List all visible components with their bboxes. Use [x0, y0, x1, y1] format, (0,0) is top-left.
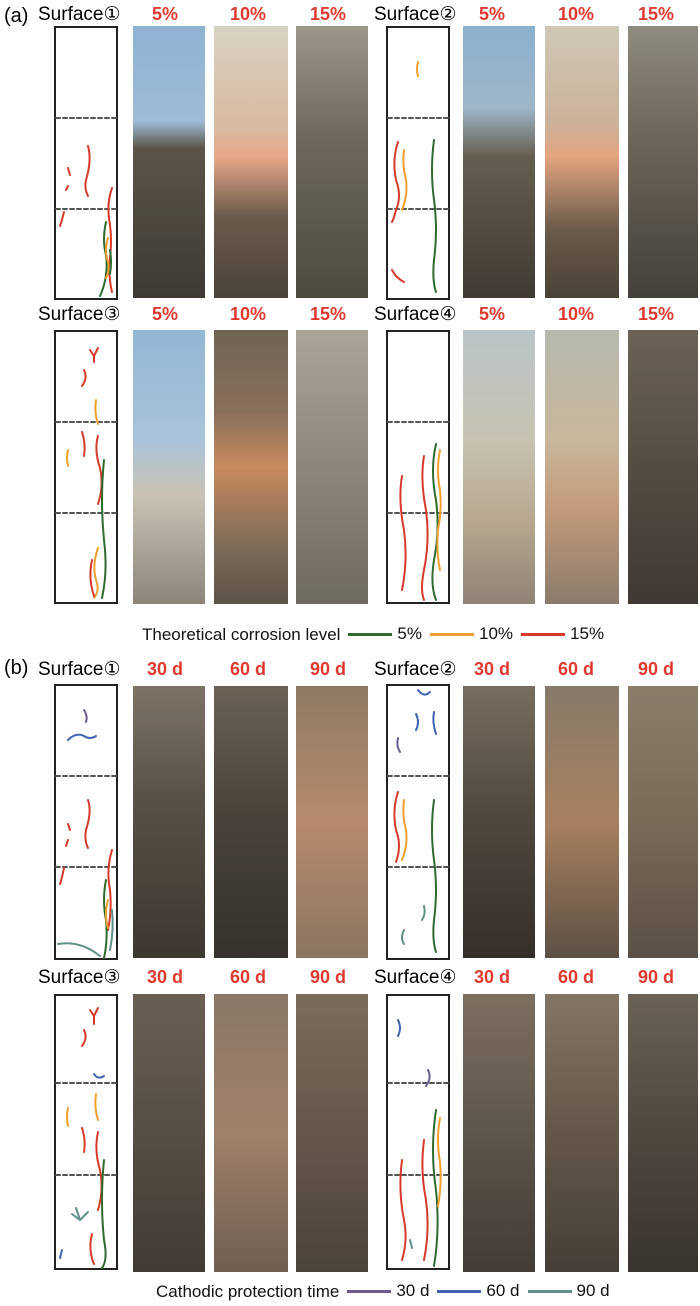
surface-2-title: Surface②	[374, 659, 457, 680]
column-label: 30 d	[146, 967, 184, 987]
specimen-photo	[133, 994, 205, 1272]
column-label: 60 d	[557, 659, 595, 679]
legend-item-90d: 90 d	[527, 1281, 610, 1301]
legend-item-5: 5%	[348, 624, 422, 644]
specimen-photo	[545, 994, 619, 1272]
specimen-photo	[628, 686, 698, 958]
specimen-photo	[628, 330, 698, 604]
surface-2-title: Surface②	[374, 4, 457, 25]
specimen-photo	[133, 330, 205, 604]
crack-sketch-surface-2	[386, 684, 450, 960]
crack-sketch-surface-1	[54, 684, 118, 960]
surface-4-title: Surface④	[374, 967, 457, 988]
legend-protection-time: Cathodic protection time 30 d 60 d 90 d	[156, 1281, 610, 1301]
column-label: 90 d	[637, 659, 675, 679]
column-label: 15%	[637, 304, 675, 324]
column-label: 90 d	[637, 967, 675, 987]
panel-b-label: (b)	[4, 657, 29, 679]
legend-corrosion-level: Theoretical corrosion level 5% 10% 15%	[142, 624, 604, 644]
legend-swatch	[347, 1289, 392, 1293]
specimen-photo	[296, 330, 368, 604]
specimen-photo	[296, 26, 368, 298]
column-label: 5%	[151, 304, 178, 324]
crack-sketch-surface-1	[54, 26, 118, 300]
specimen-photo	[628, 26, 698, 298]
specimen-photo	[214, 686, 288, 958]
legend-label: 5%	[397, 624, 422, 643]
legend-swatch	[521, 632, 566, 636]
surface-1-title: Surface①	[38, 659, 121, 680]
legend-title: Theoretical corrosion level	[142, 624, 341, 644]
legend-label: 30 d	[396, 1281, 430, 1300]
column-label: 10%	[229, 304, 267, 324]
column-label: 30 d	[146, 659, 184, 679]
legend-swatch	[430, 632, 474, 636]
column-label: 60 d	[229, 659, 267, 679]
column-label: 15%	[309, 304, 347, 324]
surface-3-title: Surface③	[38, 967, 121, 988]
column-label: 60 d	[557, 967, 595, 987]
column-label: 60 d	[229, 967, 267, 987]
column-label: 15%	[309, 4, 347, 24]
column-label: 30 d	[473, 967, 511, 987]
specimen-photo	[463, 686, 535, 958]
column-label: 10%	[557, 304, 595, 324]
legend-title: Cathodic protection time	[156, 1281, 340, 1301]
legend-item-30d: 30 d	[347, 1281, 429, 1301]
column-label: 5%	[478, 304, 505, 324]
crack-sketch-surface-4	[386, 330, 450, 604]
surface-3-title: Surface③	[38, 304, 121, 325]
column-label: 10%	[557, 4, 595, 24]
specimen-photo	[545, 26, 619, 298]
crack-sketch-surface-3	[54, 994, 118, 1270]
specimen-photo	[545, 686, 619, 958]
column-label: 5%	[151, 4, 178, 24]
crack-sketch-surface-4	[386, 994, 450, 1270]
legend-label: 15%	[570, 624, 605, 643]
surface-1-title: Surface①	[38, 4, 121, 25]
specimen-photo	[463, 330, 535, 604]
legend-label: 60 d	[486, 1281, 520, 1300]
legend-swatch	[527, 1289, 572, 1293]
surface-4-title: Surface④	[374, 304, 457, 325]
specimen-photo	[545, 330, 619, 604]
specimen-photo	[133, 26, 205, 298]
legend-label: 90 d	[576, 1281, 610, 1300]
column-label: 90 d	[309, 967, 347, 987]
specimen-photo	[463, 26, 535, 298]
specimen-photo	[214, 994, 288, 1272]
specimen-photo	[133, 686, 205, 958]
legend-item-60d: 60 d	[437, 1281, 520, 1301]
specimen-photo	[628, 994, 698, 1272]
specimen-photo	[214, 330, 288, 604]
specimen-photo	[463, 994, 535, 1272]
column-label: 90 d	[309, 659, 347, 679]
column-label: 5%	[478, 4, 505, 24]
specimen-photo	[214, 26, 288, 298]
specimen-photo	[296, 994, 368, 1272]
panel-a-label: (a)	[4, 5, 29, 27]
specimen-photo	[296, 686, 368, 958]
column-label: 10%	[229, 4, 267, 24]
column-label: 15%	[637, 4, 675, 24]
legend-item-15: 15%	[521, 624, 604, 644]
legend-item-10: 10%	[430, 624, 513, 644]
legend-label: 10%	[479, 624, 514, 643]
legend-swatch	[437, 1289, 482, 1293]
legend-swatch	[348, 632, 393, 636]
column-label: 30 d	[473, 659, 511, 679]
